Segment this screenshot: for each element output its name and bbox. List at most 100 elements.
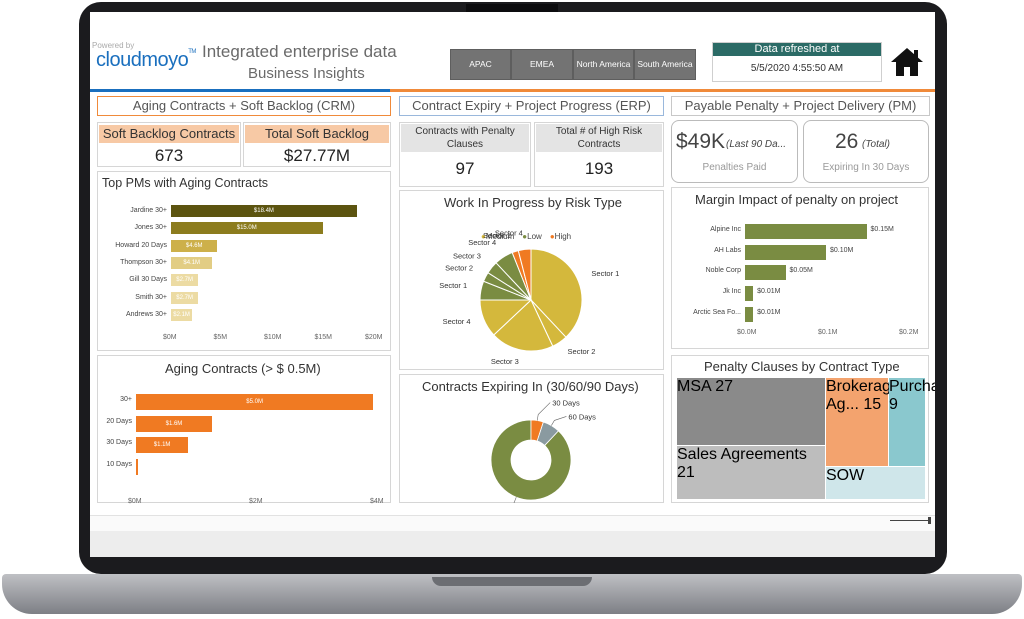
bar-category-label: 30+ bbox=[120, 396, 132, 403]
kpi-expiring-label: Expiring In 30 Days bbox=[822, 162, 910, 173]
bar-category-label: Thompson 30+ bbox=[120, 258, 167, 266]
kpi-penalties-sub: (Last 90 Da... bbox=[726, 139, 787, 150]
bar[interactable]: $15.0M bbox=[171, 222, 323, 235]
donut-leader-line bbox=[551, 416, 567, 426]
bar-value-label: $0.01M bbox=[757, 288, 781, 296]
bar-category-label: 30 Days bbox=[106, 439, 132, 447]
bar[interactable] bbox=[745, 265, 786, 281]
bar-category-label: 10 Days bbox=[106, 460, 132, 468]
pie-slice-label: Sector 1 bbox=[439, 281, 467, 290]
treemap-cell-msa[interactable]: MSA 27 bbox=[677, 378, 825, 445]
bar[interactable]: $2.7M bbox=[171, 291, 199, 304]
zoom-slider[interactable] bbox=[890, 520, 930, 521]
chart-margin: Alpine Inc $0.15M AH Labs $0.10M Noble Corp $… bbox=[671, 187, 929, 349]
x-tick-label: $0M bbox=[163, 334, 177, 341]
donut-slice[interactable] bbox=[490, 419, 572, 501]
refresh-timestamp: 5/5/2020 4:55:50 AM bbox=[750, 63, 844, 74]
x-tick-label: $10M bbox=[264, 334, 282, 341]
section-title-pm: Payable Penalty + Project Delivery (PM) bbox=[671, 96, 930, 116]
bar[interactable]: $4.6M bbox=[171, 239, 218, 252]
bar-category-label: Arctic Sea Fo... bbox=[693, 308, 741, 316]
chart-aging-contracts: 30+ $5.0M 20 Days $1.6M 30 Days $1.1M 10 Days $… bbox=[97, 355, 391, 505]
laptop-hinge bbox=[432, 577, 592, 586]
home-icon[interactable] bbox=[889, 46, 925, 78]
pie-slice[interactable] bbox=[530, 248, 583, 338]
pie-slice[interactable] bbox=[493, 299, 554, 352]
section-title-erp: Contract Expiry + Project Progress (ERP) bbox=[399, 96, 664, 116]
bar-category-label: Noble Corp bbox=[705, 267, 741, 275]
treemap-label-brokerage: Brokerage Ag... bbox=[826, 378, 900, 413]
zoom-slider-handle[interactable] bbox=[928, 517, 931, 524]
kpi-penalty-clauses-label: Contracts with Penalty Clauses bbox=[401, 124, 529, 152]
kpi-penalties-value: $49K bbox=[676, 130, 726, 153]
treemap-cell-brokerage[interactable]: Brokerage Ag... 15 bbox=[826, 378, 900, 466]
bar-category-label: Jardine 30+ bbox=[130, 207, 167, 214]
chart-title-expiring: Contracts Expiring In (30/60/90 Days) bbox=[422, 379, 639, 394]
treemap-label-sales: Sales Agreements bbox=[677, 446, 807, 463]
region-button-apac[interactable]: APAC bbox=[450, 49, 511, 80]
bar-category-label: Jones 30+ bbox=[134, 224, 168, 232]
treemap-label-msa: MSA bbox=[677, 378, 711, 395]
bar[interactable] bbox=[745, 224, 867, 239]
bar[interactable]: $1.6M bbox=[136, 415, 212, 432]
bar[interactable]: $18.4M bbox=[171, 205, 357, 217]
bar[interactable]: $2.1M bbox=[171, 308, 193, 321]
kpi-penalty-clauses-value: 97 bbox=[455, 159, 475, 178]
bar[interactable]: $1.1M bbox=[136, 437, 189, 454]
page-subtitle: Business Insights bbox=[248, 65, 365, 82]
treemap-cell-sow[interactable]: SOW bbox=[826, 467, 925, 499]
x-tick-label: $20M bbox=[365, 334, 383, 341]
bar[interactable] bbox=[745, 306, 754, 322]
donut-slice[interactable] bbox=[536, 421, 559, 446]
legend-item[interactable]: ●High bbox=[549, 232, 572, 241]
kpi-card-penalties bbox=[671, 120, 798, 183]
bar-category-label: Howard 20 Days bbox=[115, 241, 167, 249]
bar[interactable]: $5.0M bbox=[136, 394, 374, 410]
bar[interactable] bbox=[745, 286, 754, 302]
bar[interactable]: $2.7M bbox=[171, 274, 199, 287]
x-tick-label: $0M bbox=[128, 498, 142, 505]
bar[interactable] bbox=[136, 458, 139, 475]
treemap-cell-sales-agreements[interactable]: Sales Agreements 21 bbox=[677, 446, 825, 499]
refresh-box bbox=[712, 42, 882, 82]
region-button-south-america[interactable]: South America bbox=[634, 49, 696, 80]
legend-item[interactable]: ●Low bbox=[522, 232, 542, 241]
region-button-emea[interactable]: EMEA bbox=[511, 49, 573, 80]
bar[interactable]: $4.1M bbox=[171, 256, 213, 269]
pie-slice-label: Sector 4 bbox=[468, 238, 496, 247]
chart-wip: ●Medium ●Low ●High Sector 1 Sector 2 Sector 3… bbox=[399, 190, 664, 370]
chart-title-wip: Work In Progress by Risk Type bbox=[444, 195, 622, 210]
kpi-high-risk-label: Total # of High Risk Contracts bbox=[536, 124, 662, 152]
donut-slice-label: 30 Days bbox=[552, 399, 580, 408]
brand-name: cloudmoyo bbox=[96, 49, 189, 71]
treemap-cell-purchase[interactable]: Purcha... 9 bbox=[889, 378, 935, 466]
donut-slice-label: 60 Days bbox=[568, 412, 596, 421]
bar-category-label: Jk Inc bbox=[722, 288, 741, 296]
region-button-north-america[interactable]: North America bbox=[573, 49, 634, 80]
bar[interactable] bbox=[745, 244, 826, 260]
x-tick-label: $0.0M bbox=[737, 329, 757, 336]
pie-slice[interactable] bbox=[517, 248, 532, 301]
bar-value-label: $0.05M bbox=[789, 267, 813, 275]
kpi-total-backlog-label: Total Soft Backlog bbox=[245, 125, 389, 143]
bar-category-label: Alpine Inc bbox=[710, 226, 741, 233]
brand-trademark: TM bbox=[188, 49, 196, 55]
x-tick-label: $2M bbox=[249, 498, 263, 505]
dashboard-screen: Powered by cloudmoyoTM Integrated enterp… bbox=[90, 12, 935, 557]
x-tick-label: $0.1M bbox=[818, 329, 838, 336]
pie-legend: ●Medium ●Low ●High bbox=[481, 232, 571, 241]
pie-slice-label: Sector 2 bbox=[445, 263, 473, 272]
kpi-soft-backlog-label: Soft Backlog Contracts bbox=[99, 125, 239, 143]
status-bar bbox=[90, 515, 935, 531]
donut-leader-line bbox=[536, 402, 551, 421]
x-tick-label: $4M bbox=[370, 498, 384, 505]
pie-slice-label: Sector 3 bbox=[491, 357, 519, 366]
chart-title-top-pms: Top PMs with Aging Contracts bbox=[102, 176, 269, 190]
chart-card-top-pms bbox=[97, 171, 391, 351]
bar-category-label: Andrews 30+ bbox=[125, 310, 167, 318]
kpi-high-risk-value: 193 bbox=[584, 159, 614, 178]
header-underline bbox=[390, 89, 935, 92]
legend-item[interactable]: ●Medium bbox=[481, 232, 515, 241]
